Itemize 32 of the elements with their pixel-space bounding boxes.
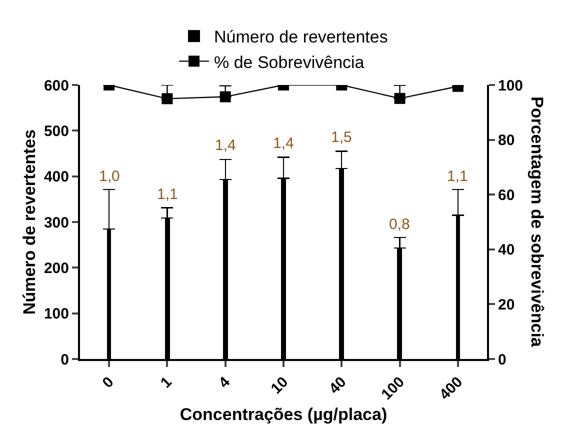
annotation: 1,1 [157,186,178,203]
y2-tick-label: 40 [498,242,515,259]
y2-axis-title: Porcentagem de sobrevivência [528,96,546,348]
y2-tick-label: 20 [498,296,515,314]
x-tick-label: 400 [436,374,466,404]
x-tick-label: 40 [326,374,350,398]
y2-tick-label: 0 [498,351,506,368]
x-tick-label: 4 [216,373,234,392]
x-tick-label: 100 [378,374,408,404]
x-tick-label: 0 [99,374,118,392]
annotation: 1,4 [273,135,294,152]
y-tick-label: 600 [44,77,69,94]
y-tick-label: 200 [44,260,69,277]
y2-tick-label: 100 [498,77,524,94]
x-tick-label: 10 [268,374,292,398]
annotation: 1,5 [331,129,352,146]
legend-label: % de Sobrevivência [214,52,365,72]
legend-label: Número de revertentes [214,28,388,47]
x-tick-label: 1 [157,374,176,392]
y2-tick-label: 80 [498,132,515,150]
annotation: 1,4 [215,137,236,154]
y-tick-label: 400 [44,168,69,186]
annotation: 0,8 [389,216,410,233]
x-axis-title: Concentrações (µg/placa) [180,405,388,424]
y-tick-label: 500 [44,122,69,140]
y2-tick-label: 60 [498,186,515,204]
y-axis-title: Número de revertentes [20,129,40,315]
annotation: 1,1 [447,168,468,185]
annotation: 1,0 [99,168,120,185]
y-tick-label: 100 [44,306,69,323]
y-tick-label: 300 [44,214,69,232]
y-tick-label: 0 [60,351,69,368]
